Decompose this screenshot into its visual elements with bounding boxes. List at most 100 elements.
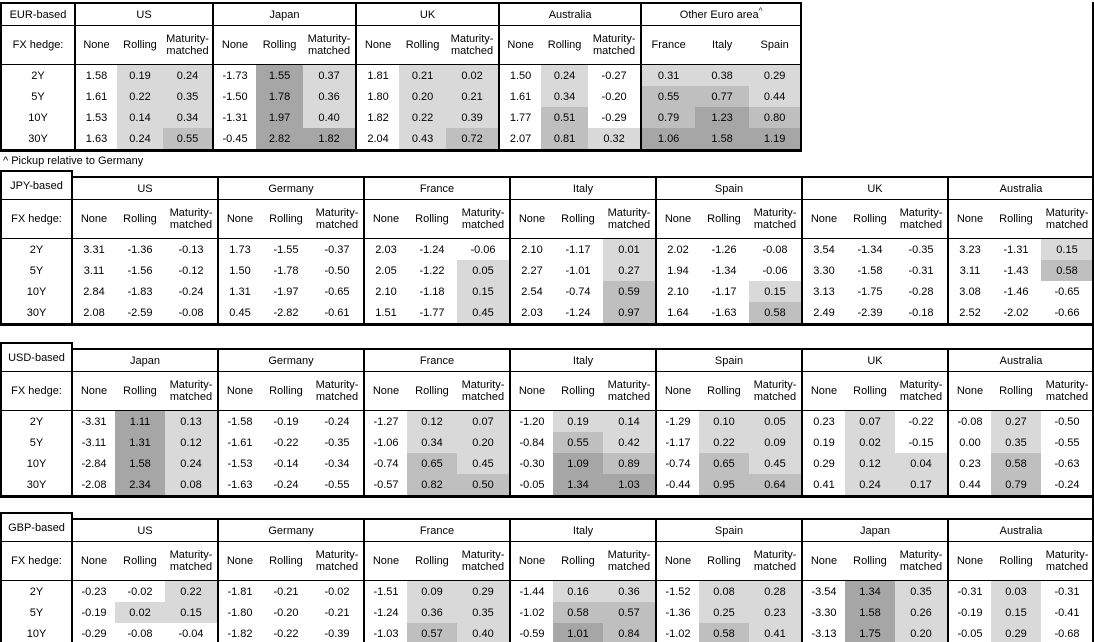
tenor-label: 2Y [0, 580, 73, 602]
table-usd-based: USD-based Japan Germany France Italy Spain UK A… [0, 342, 1094, 498]
value-cell: 1.34 [553, 474, 603, 498]
value-cell: -1.63 [217, 474, 261, 498]
value-cell: -1.51 [363, 580, 407, 602]
subcol-header: Maturity-matched [1041, 371, 1094, 411]
value-cell: -0.57 [363, 474, 407, 498]
value-cell: 0.42 [603, 432, 656, 453]
table-row: 10Y -0.29 -0.08 -0.04 -1.82 -0.22 -0.39 -1.03 0.… [0, 623, 1094, 642]
value-cell: 0.14 [117, 107, 163, 128]
value-cell: 1.50 [217, 260, 261, 281]
tenor-label: 5Y [0, 432, 73, 453]
value-cell: -1.26 [711, 243, 737, 256]
value-cell: 0.08 [165, 474, 218, 498]
table-row: 5Y 1.61 0.22 0.35 -1.50 1.78 0.36 1.80 0.20 0.21 1… [0, 86, 803, 107]
value-cell: 2.04 [355, 128, 400, 152]
value-cell: -0.18 [895, 302, 948, 326]
table-row: 5Y 3.11 -1.56 -0.12 1.50 -1.78 -0.50 2.05 -1.22 0… [0, 260, 1094, 281]
value-cell: 0.55 [640, 86, 696, 107]
subcol-header: None [363, 541, 407, 581]
table-label: JPY-based [0, 170, 73, 200]
tenor-label: 2Y [0, 64, 76, 86]
subcol-header: Maturity-matched [165, 199, 218, 239]
subcol-header: None [363, 371, 407, 411]
value-cell: 1.51 [363, 302, 407, 326]
value-cell: 0.27 [603, 260, 656, 281]
value-cell: 0.97 [603, 302, 656, 326]
value-cell: -0.61 [311, 302, 364, 326]
table-jpy-based: JPY-based US Germany France Italy Spain UK Aust… [0, 170, 1094, 326]
country-header: US [73, 2, 214, 26]
value-cell: 3.11 [947, 260, 991, 281]
subcol-header: None [509, 371, 553, 411]
table-row: 2Y 1.58 0.19 0.24 -1.73 1.55 0.37 1.81 0.21 0.02 1… [0, 64, 803, 86]
value-cell: 3.08 [947, 281, 991, 302]
subcol-header: Rolling [845, 199, 895, 239]
table-row: 30Y -2.08 2.34 0.08 -1.63 -0.24 -0.55 -0.57 0.82… [0, 474, 1094, 498]
value-cell: -0.08 [165, 302, 218, 326]
value-cell: -0.24 [261, 474, 311, 498]
value-cell: 0.38 [695, 64, 750, 86]
value-cell: 0.20 [457, 432, 510, 453]
value-cell: -0.04 [178, 627, 204, 640]
value-cell: 1.64 [655, 302, 699, 326]
subcol-header: Maturity-matched [588, 25, 642, 65]
value-cell: 0.15 [749, 281, 802, 302]
value-cell: 2.10 [363, 281, 407, 302]
value-cell: -0.22 [273, 436, 299, 449]
value-cell: -1.77 [407, 302, 457, 326]
value-cell: 1.55 [256, 64, 304, 86]
value-cell: -1.03 [363, 623, 407, 642]
country-header: France [363, 176, 510, 200]
value-cell: 0.07 [457, 410, 510, 432]
subcol-header: Maturity-matched [446, 25, 500, 65]
value-cell: 1.77 [498, 107, 542, 128]
value-cell: 0.24 [541, 64, 589, 86]
value-cell: -1.02 [509, 602, 553, 623]
value-cell: 0.34 [541, 86, 589, 107]
value-cell: 1.94 [655, 260, 699, 281]
value-cell: 0.37 [303, 64, 357, 86]
value-cell: 0.12 [845, 453, 895, 474]
value-cell: 1.75 [845, 623, 895, 642]
value-cell: 1.11 [115, 410, 165, 432]
value-cell: -0.30 [509, 453, 553, 474]
value-cell: 0.58 [991, 453, 1041, 474]
value-cell: 0.26 [895, 602, 948, 623]
value-cell: -0.13 [178, 243, 204, 256]
value-cell: 0.58 [749, 302, 802, 326]
value-cell: -0.31 [908, 264, 934, 277]
value-cell: 0.25 [699, 602, 749, 623]
tenor-label: 30Y [0, 474, 73, 498]
country-header: Other Euro area^ [640, 2, 803, 26]
subcol-header: Maturity-matched [311, 371, 364, 411]
value-cell: 2.10 [655, 281, 699, 302]
value-cell: 0.35 [991, 432, 1041, 453]
value-cell: -0.74 [655, 453, 699, 474]
value-cell: 0.82 [407, 474, 457, 498]
value-cell: -1.43 [1003, 264, 1029, 277]
value-cell: -0.24 [324, 415, 350, 428]
subcol-header: Rolling [115, 371, 165, 411]
value-cell: -1.18 [419, 285, 445, 298]
value-cell: -2.08 [71, 474, 115, 498]
value-cell: 0.57 [407, 623, 457, 642]
subcol-header: None [71, 541, 115, 581]
subcol-header: Maturity-matched [1041, 541, 1094, 581]
value-cell: -1.63 [699, 302, 749, 326]
subcol-header: Maturity-matched [895, 541, 948, 581]
value-cell: -1.31 [212, 107, 257, 128]
value-cell: 0.35 [457, 602, 510, 623]
subcol-header: None [363, 199, 407, 239]
value-cell: 0.58 [553, 602, 603, 623]
value-cell: 0.51 [541, 107, 589, 128]
value-cell: -1.46 [1003, 285, 1029, 298]
value-cell: 0.23 [749, 602, 802, 623]
value-cell: 0.27 [991, 410, 1041, 432]
value-cell: 0.55 [553, 432, 603, 453]
value-cell: 0.05 [457, 260, 510, 281]
value-cell: 0.19 [801, 432, 845, 453]
value-cell: 1.31 [115, 432, 165, 453]
value-cell: 0.36 [407, 602, 457, 623]
value-cell: 3.11 [71, 260, 115, 281]
value-cell: 0.95 [699, 474, 749, 498]
